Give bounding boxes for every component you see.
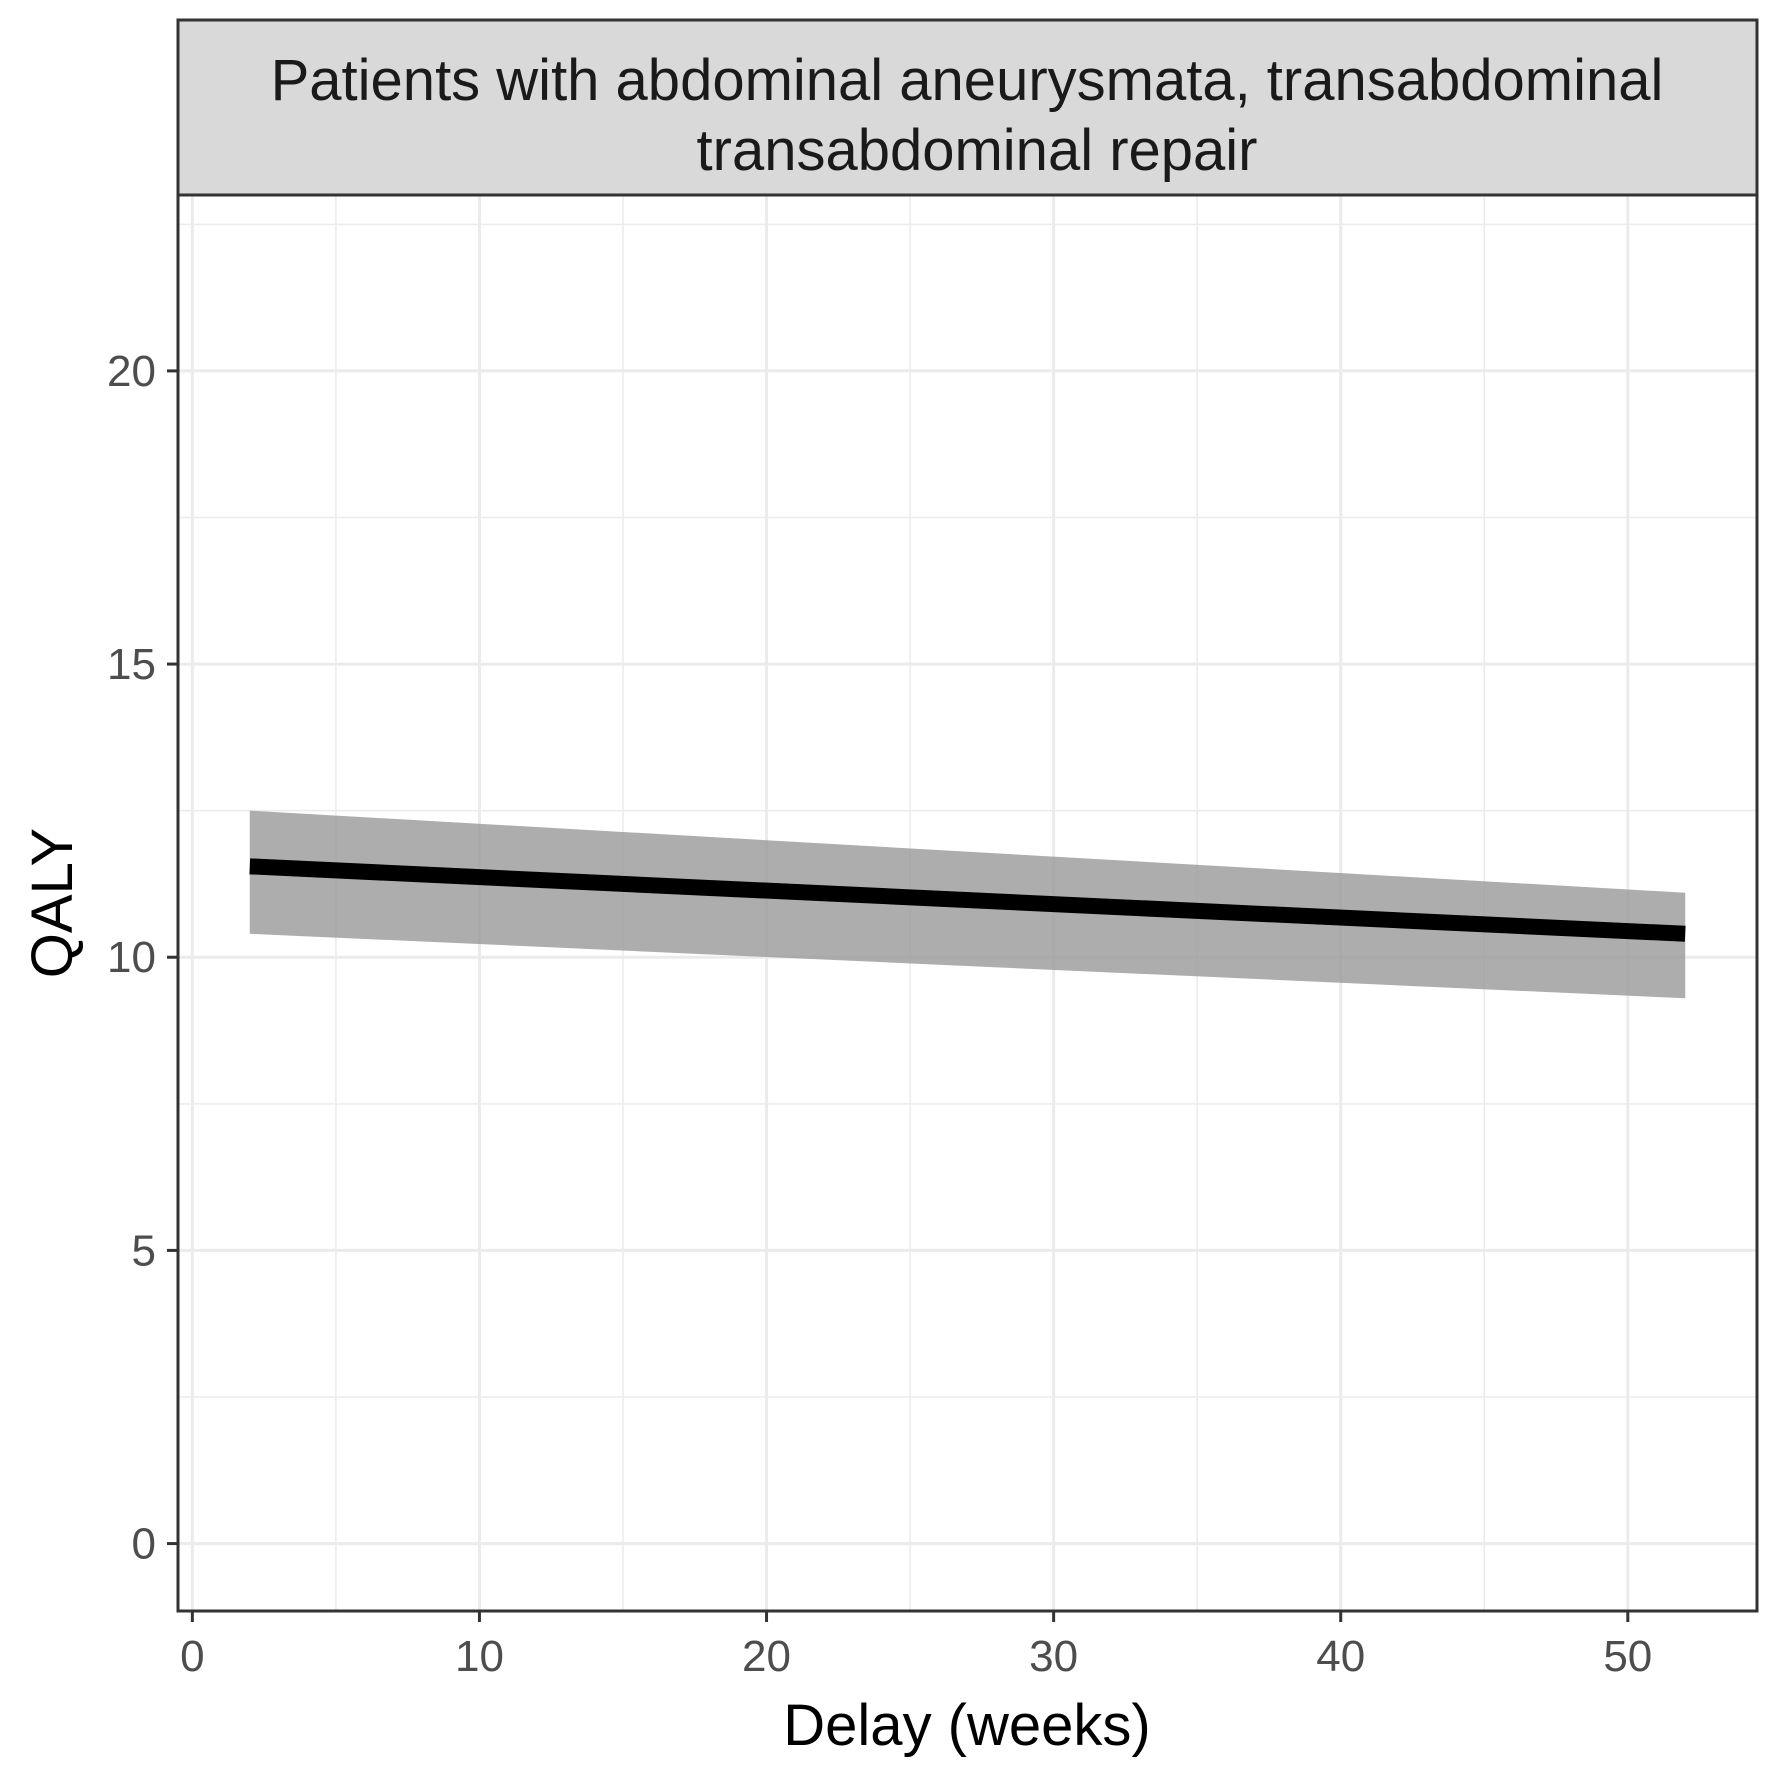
- x-tick-label: 30: [1029, 1632, 1078, 1681]
- series-layer: [249, 810, 1686, 999]
- y-tick-label: 15: [107, 640, 156, 689]
- series-line: [249, 858, 1686, 942]
- y-tick-label: 20: [107, 347, 156, 396]
- panel-border: [176, 193, 1759, 1613]
- y-axis-title: QALY: [20, 828, 85, 978]
- facet-strip: [176, 18, 1759, 197]
- x-axis: 0 10 20 30 40 50: [180, 1611, 1652, 1681]
- x-tick-label: 20: [742, 1632, 791, 1681]
- facet-title-line-2: transabdominal repair: [697, 118, 1258, 183]
- x-tick-label: 50: [1603, 1632, 1652, 1681]
- x-tick-label: 0: [180, 1632, 204, 1681]
- y-tick-label: 0: [132, 1520, 156, 1569]
- x-tick-label: 40: [1316, 1632, 1365, 1681]
- y-axis: 0 5 10 15 20: [107, 347, 178, 1569]
- x-tick-label: 10: [455, 1632, 504, 1681]
- y-tick-label: 10: [107, 933, 156, 982]
- facet-title-line-1: Patients with abdominal aneurysmata, tra…: [271, 48, 1664, 113]
- x-axis-title: Delay (weeks): [783, 1693, 1150, 1758]
- y-tick-label: 5: [132, 1226, 156, 1275]
